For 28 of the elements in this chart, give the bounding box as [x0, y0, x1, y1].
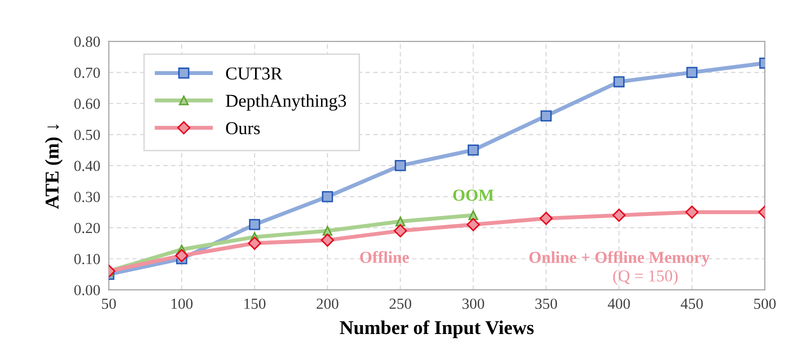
annotation: Online + Offline Memory	[529, 251, 710, 266]
y-tick-label: 0.30	[74, 192, 100, 202]
y-tick-label: 0.20	[74, 222, 100, 234]
legend-label: CUT3R	[226, 67, 282, 80]
y-tick-label: 0.10	[74, 254, 100, 264]
x-tick-label: 450	[680, 298, 703, 309]
annotation: (Q = 150)	[613, 270, 678, 285]
y-tick-label: 0.80	[74, 36, 100, 47]
y-axis-title: ATE (m) ↓	[44, 124, 63, 209]
annotation: Offline	[360, 251, 409, 263]
y-tick-label: 0.50	[74, 130, 100, 140]
x-tick-label: 350	[535, 298, 558, 309]
x-tick-label: 500	[754, 298, 776, 309]
x-tick-label: 50	[102, 298, 116, 309]
y-tick-label: 0.70	[74, 68, 100, 78]
y-tick-label: 0.00	[74, 284, 100, 296]
x-axis-title: Number of Input Views	[340, 320, 534, 338]
y-tick-label: 0.60	[74, 98, 100, 110]
x-tick-label: 250	[390, 298, 412, 309]
x-tick-label: 200	[316, 298, 338, 309]
x-tick-label: 300	[462, 298, 484, 309]
annotation: OOM	[453, 190, 494, 201]
x-tick-label: 400	[608, 298, 630, 309]
x-tick-label: 100	[172, 298, 193, 309]
x-tick-label: 150	[244, 298, 266, 309]
legend-label: DepthAnything3	[226, 94, 346, 111]
legend-label: Ours	[226, 122, 260, 134]
y-tick-label: 0.40	[74, 160, 100, 172]
